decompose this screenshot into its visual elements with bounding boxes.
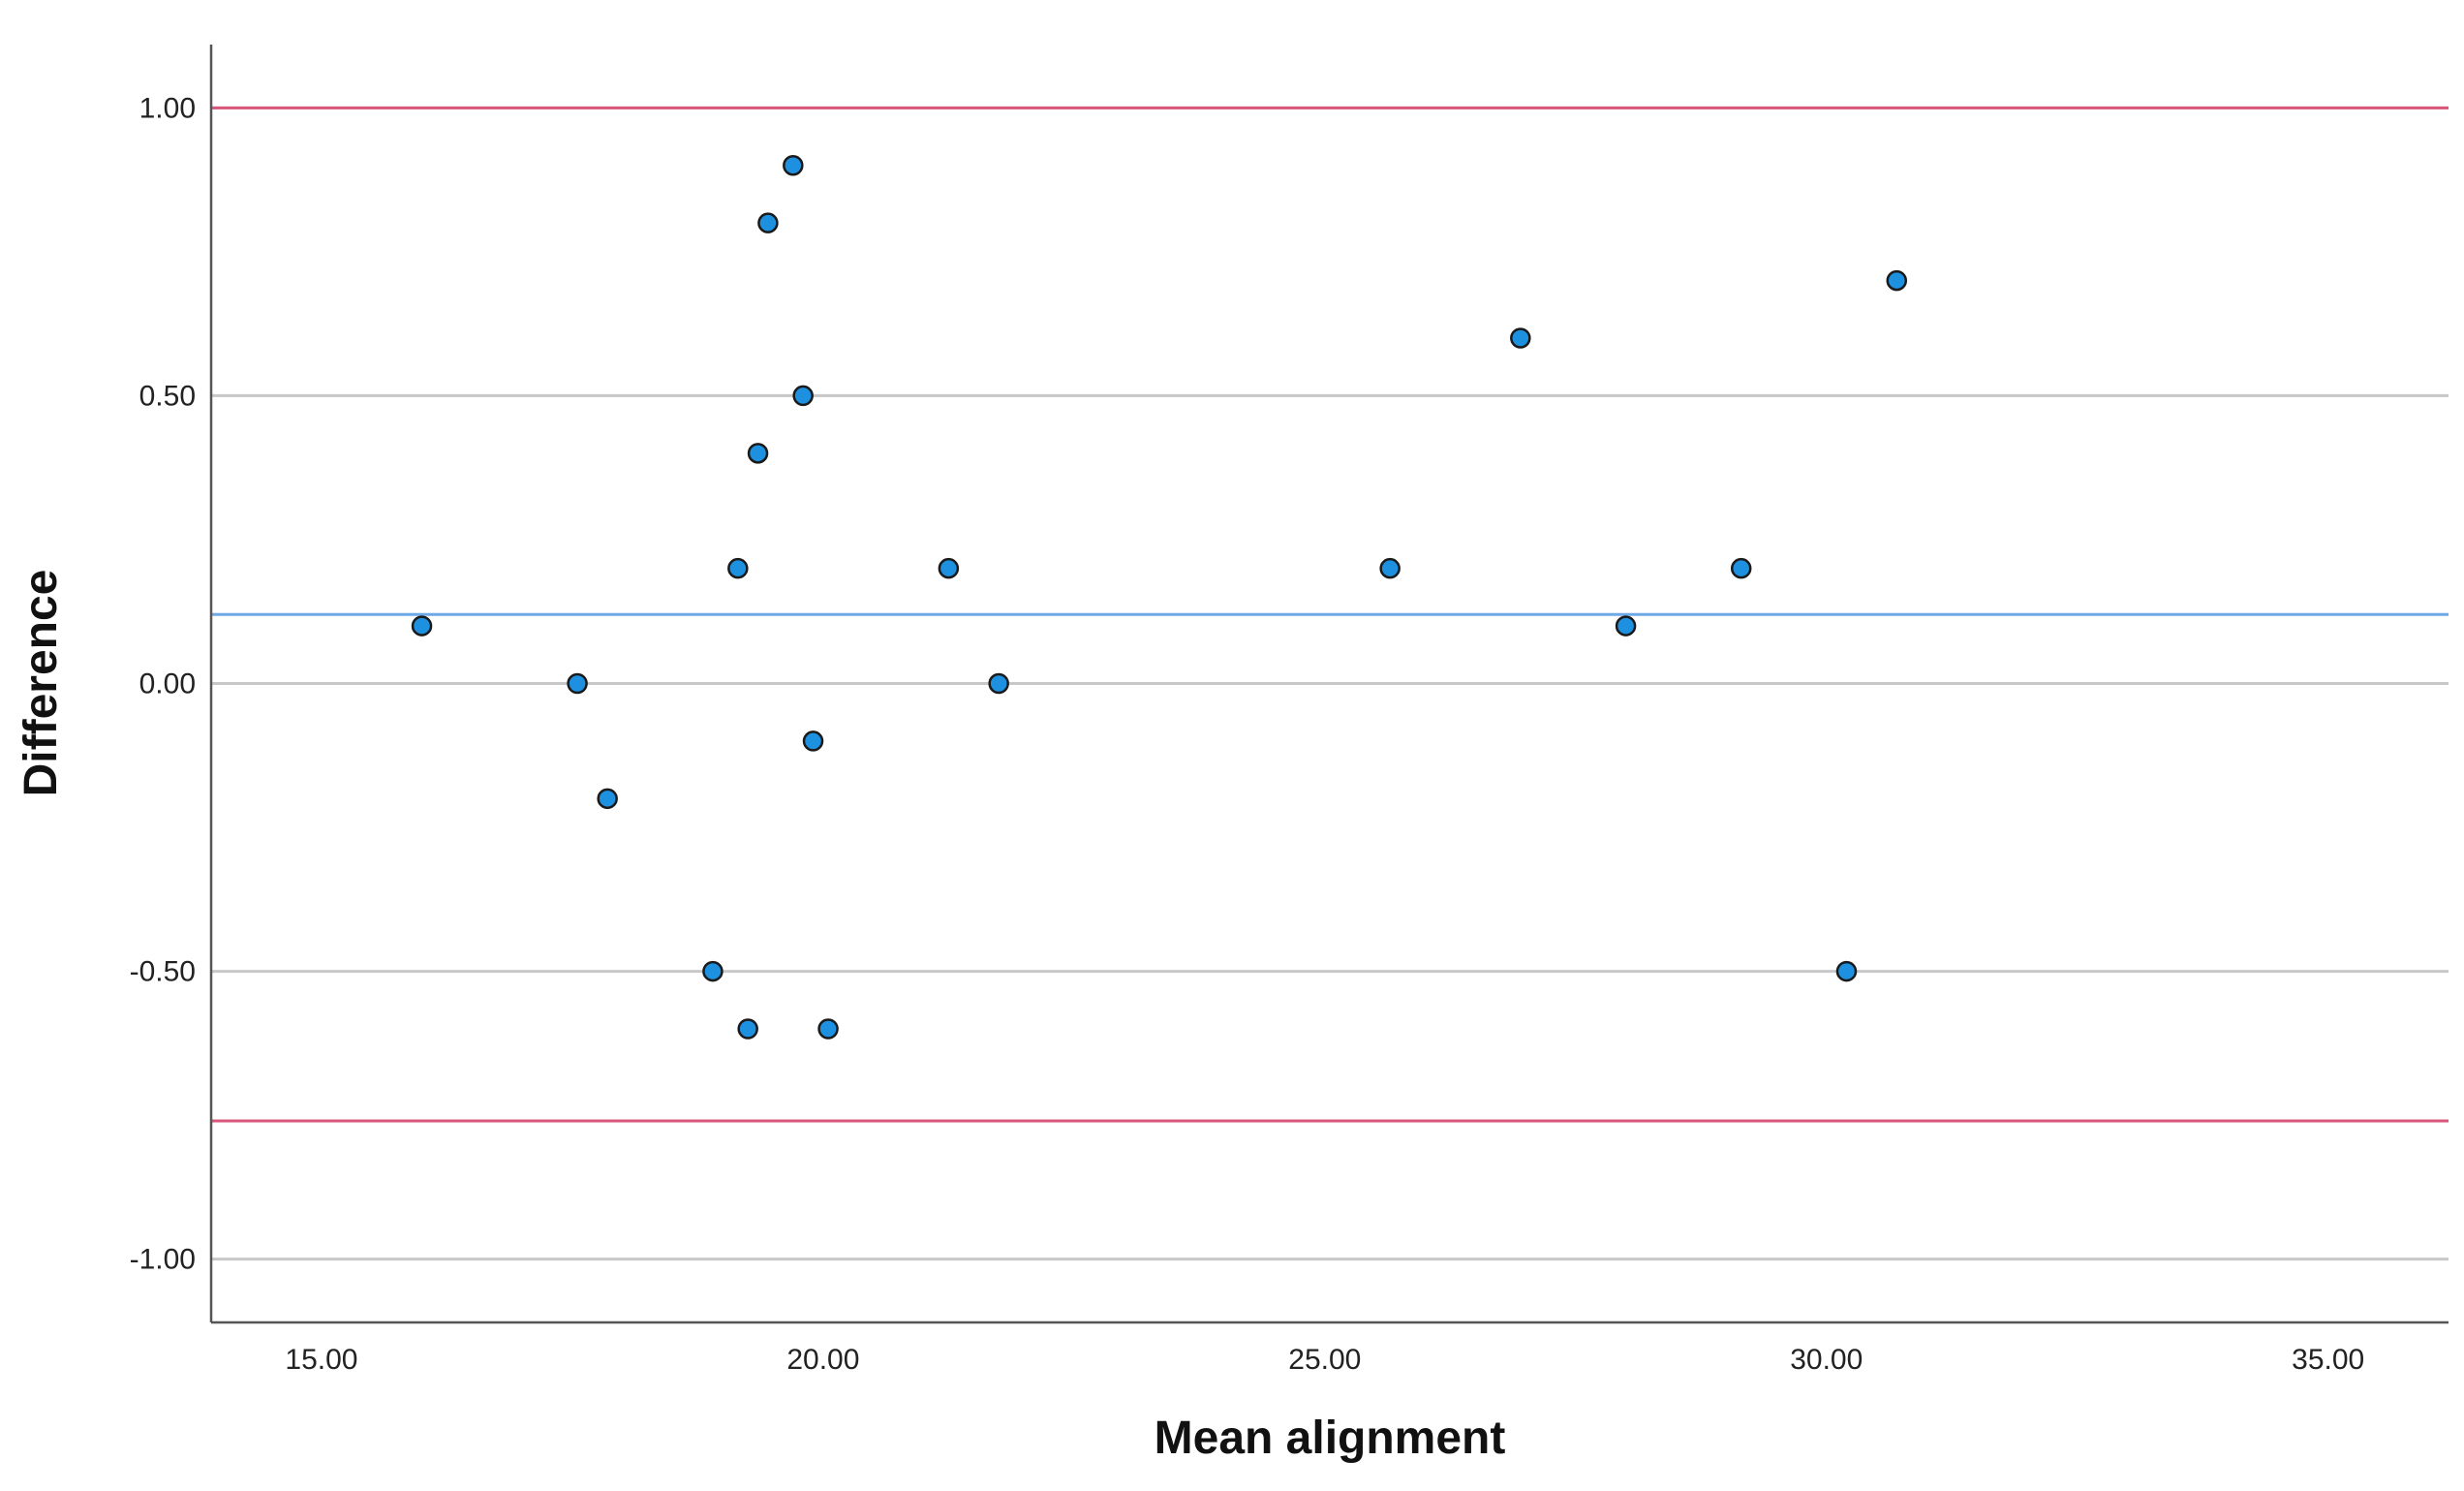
data-points: [411, 155, 1908, 1040]
data-point-2: [597, 788, 618, 810]
y-tick-label-3: 0.50: [139, 380, 196, 412]
data-point-8: [783, 155, 804, 176]
data-point-5: [737, 1018, 758, 1040]
x-tick-label-0: 15.00: [285, 1344, 357, 1376]
y-tick-label-4: 1.00: [139, 92, 196, 124]
data-point-16: [1615, 615, 1637, 637]
data-point-3: [702, 960, 724, 982]
axes: [209, 45, 2449, 1324]
y-tick-label-0: -1.00: [130, 1244, 196, 1276]
y-tick-label-1: -0.50: [130, 956, 196, 988]
x-axis-title: Mean alignment: [1155, 1413, 1506, 1464]
x-tick-label-2: 25.00: [1288, 1344, 1361, 1376]
data-point-1: [567, 672, 588, 695]
data-point-17: [1730, 557, 1752, 579]
data-point-7: [757, 212, 779, 233]
data-point-19: [1886, 269, 1908, 292]
data-point-12: [938, 557, 960, 579]
data-point-15: [1510, 327, 1531, 349]
data-point-6: [747, 443, 769, 464]
data-point-4: [727, 557, 749, 579]
y-axis-ticks: -1.00 -0.50 0.00 0.50 1.00: [130, 92, 196, 1275]
data-point-11: [817, 1018, 839, 1040]
x-tick-label-1: 20.00: [786, 1344, 859, 1376]
y-axis-title: Difference: [15, 570, 67, 797]
gridlines: [211, 106, 2449, 1261]
data-point-18: [1835, 960, 1858, 982]
data-point-14: [1379, 557, 1401, 579]
data-point-13: [988, 672, 1009, 695]
x-tick-label-4: 35.00: [2292, 1344, 2364, 1376]
x-tick-label-3: 30.00: [1790, 1344, 1863, 1376]
y-tick-label-2: 0.00: [139, 668, 196, 700]
reference-lines: [211, 106, 2449, 1123]
data-point-10: [802, 730, 824, 752]
data-point-9: [792, 385, 814, 407]
x-axis-ticks: 15.00 20.00 25.00 30.00 35.00: [285, 1344, 2364, 1376]
data-point-0: [411, 615, 433, 637]
